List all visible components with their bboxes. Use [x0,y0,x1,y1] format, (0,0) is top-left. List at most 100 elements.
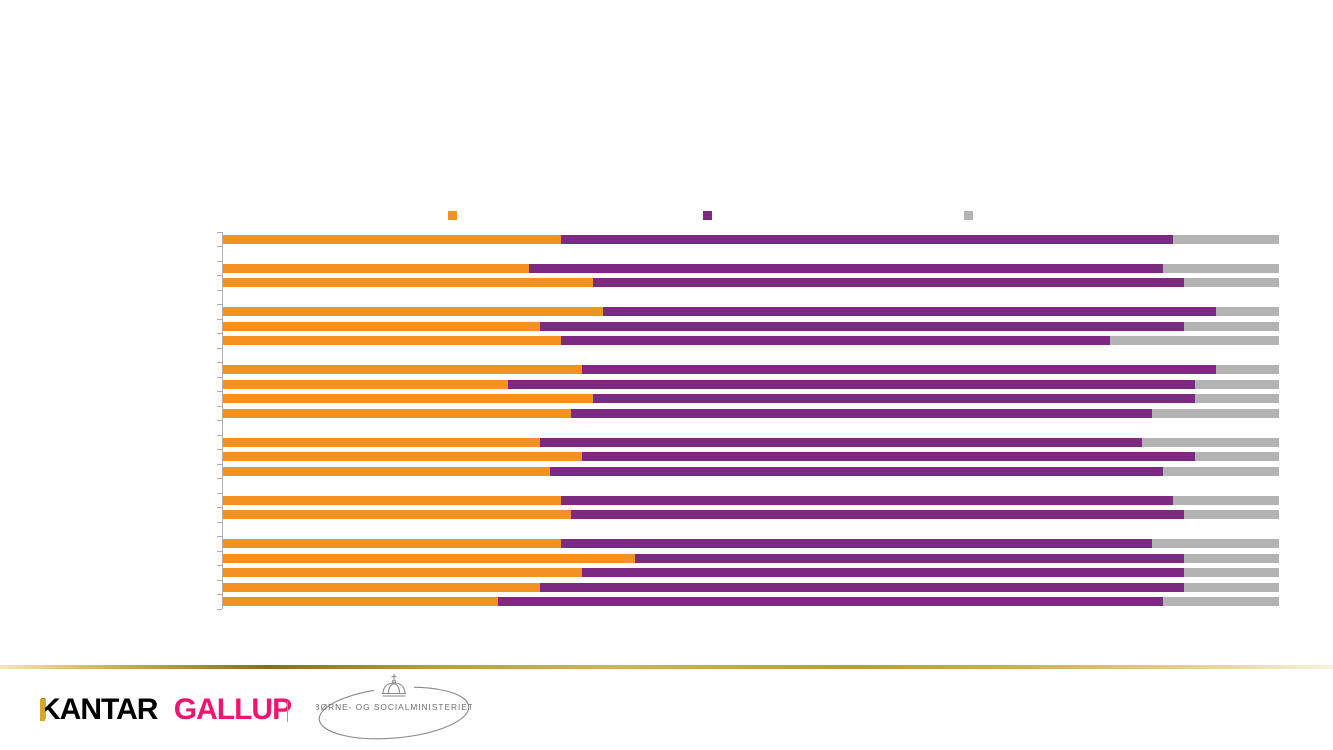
bar-segment-orange [223,408,572,418]
bar-segment-purple [603,307,1216,317]
bar-segment-purple [539,582,1184,592]
bar-segment-orange [223,437,540,447]
y-axis-tick [217,289,222,291]
bar-segment-orange [223,263,530,273]
bar-segment-gray [1215,365,1279,375]
bar-segment-gray [1194,452,1279,462]
y-axis-tick [217,333,222,334]
bar-segment-purple [592,278,1184,288]
bar-segment-purple [560,539,1153,549]
bar-segment-gray [1110,336,1279,346]
bar-row [223,539,1279,549]
y-axis-tick [217,318,222,320]
bar-row [223,394,1279,404]
bar-row [223,568,1279,578]
bar-segment-orange [223,278,593,288]
bar-segment-gray [1183,568,1279,578]
bar-segment-gray [1194,379,1279,389]
y-axis-tick [217,391,222,392]
kantar-text: KANTAR [39,693,158,726]
bar-segment-gray [1173,234,1279,244]
kantar-gallup-logo: KANTAR GALLUP [39,693,292,726]
bar-segment-orange [223,452,583,462]
logo-separator-line [287,701,288,722]
bar-segment-gray [1183,510,1279,520]
bar-segment-orange [223,553,635,563]
bar-row [223,278,1279,288]
bar-row [223,466,1279,476]
legend-swatch-orange [448,211,457,220]
y-axis-tick [217,492,222,494]
bar-segment-purple [582,365,1216,375]
y-axis-tick [217,275,222,276]
bar-row [223,379,1279,389]
y-axis-tick [217,521,222,523]
bar-row [223,510,1279,520]
kantar-wordmark: KANTAR [39,693,158,726]
bar-segment-orange [223,321,540,331]
bar-segment-gray [1215,307,1279,317]
bar-segment-gray [1141,437,1279,447]
y-axis-tick [217,536,222,537]
y-axis-tick [217,463,222,465]
y-axis-tick [217,246,222,247]
bar-segment-gray [1183,582,1279,592]
bar-row [223,234,1279,244]
bar-row [223,437,1279,447]
bar-segment-purple [497,597,1163,607]
y-axis-line [217,231,223,610]
ministry-logo-svg: BØRNE- OG SOCIALMINISTERIET [314,674,473,740]
bar-segment-purple [560,234,1174,244]
bar-row [223,582,1279,592]
bar-segment-gray [1152,539,1279,549]
bar-segment-gray [1183,278,1279,288]
bar-segment-orange [223,365,583,375]
crown-icon [382,674,406,697]
y-axis-tick [217,594,222,595]
legend-swatch-gray [964,211,973,220]
bar-segment-gray [1183,553,1279,563]
bar-row [223,553,1279,563]
bar-segment-purple [539,437,1142,447]
y-axis-tick [217,405,222,407]
bar-segment-gray [1194,394,1279,404]
gold-divider-line [0,665,1333,669]
stacked-bar-chart [217,231,1279,610]
y-axis-tick [217,449,222,450]
y-axis-tick [217,376,222,378]
bar-row [223,597,1279,607]
bar-segment-purple [571,408,1153,418]
y-axis-tick [217,304,222,305]
y-axis-tick [217,550,222,552]
bar-segment-orange [223,307,604,317]
y-axis-tick [217,231,222,233]
y-axis-tick [217,608,222,610]
bar-segment-orange [223,394,593,404]
ministry-name: BØRNE- OG SOCIALMINISTERIET [316,702,472,712]
bar-segment-purple [529,263,1163,273]
bar-segment-orange [223,466,551,476]
bar-segment-purple [550,466,1163,476]
bar-segment-gray [1183,321,1279,331]
gallup-text: GALLUP [173,693,292,726]
legend-item-3 [964,211,978,220]
ministry-logo: BØRNE- OG SOCIALMINISTERIET [314,672,473,742]
bar-segment-gray [1152,408,1279,418]
legend-item-1 [448,211,462,220]
bar-segment-gray [1162,597,1279,607]
bar-segment-purple [592,394,1195,404]
y-axis-tick [217,260,222,262]
bar-segment-orange [223,234,561,244]
y-axis-tick [217,434,222,436]
y-axis-tick [217,347,222,349]
bar-area [223,232,1279,609]
kantar-k-gold-accent [40,699,45,721]
bar-segment-orange [223,379,509,389]
bar-segment-purple [571,510,1184,520]
bar-row [223,495,1279,505]
bar-segment-orange [223,539,561,549]
bar-segment-gray [1162,466,1279,476]
y-axis-tick [217,507,222,508]
bar-row [223,452,1279,462]
bar-segment-purple [539,321,1184,331]
